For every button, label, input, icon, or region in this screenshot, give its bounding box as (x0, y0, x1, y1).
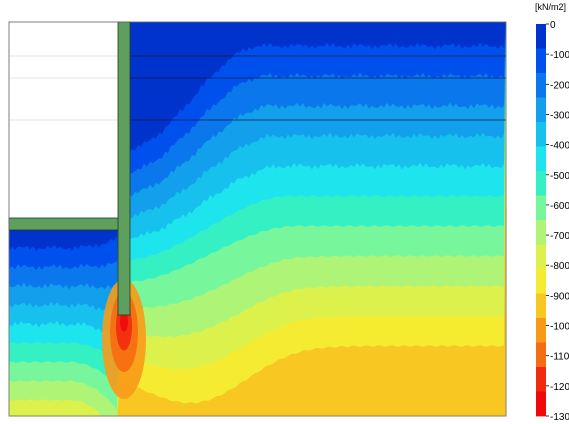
colorbar-swatch (536, 171, 546, 196)
contour-bands (9, 22, 506, 416)
contour-band (9, 22, 506, 252)
strut-plate (8, 217, 120, 231)
colorbar-tick-label: -500 (550, 171, 569, 182)
colorbar-tick-label: -110 (550, 352, 569, 363)
colorbar-swatch (536, 318, 546, 343)
colorbar-tick-label: -800 (550, 261, 569, 272)
colorbar-tick-label: -700 (550, 231, 569, 242)
colorbar: [kN/m2] 0 -100 -200 -300 -400 -500 -600 -700 -80… (535, 2, 569, 423)
colorbar-tick-label: -600 (550, 201, 569, 212)
excavated-zone-lines (9, 55, 118, 121)
colorbar-swatch (536, 195, 546, 221)
colorbar-swatch (536, 24, 546, 49)
colorbar-tick-label: -130 (550, 412, 569, 423)
colorbar-swatch (536, 122, 546, 147)
colorbar-swatch (536, 73, 546, 98)
model-border (8, 21, 507, 417)
colorbar-swatch (536, 342, 546, 368)
colorbar-tick-label: -120 (550, 382, 569, 393)
colorbar-tick-label: -200 (550, 80, 569, 91)
colorbar-swatch (536, 220, 546, 245)
colorbar-swatch (536, 244, 546, 270)
colorbar-swatch (536, 293, 546, 319)
colorbar-swatch (536, 48, 546, 74)
colorbar-tick-label: 0 (550, 20, 556, 31)
colorbar-tick-label: -100 (550, 50, 569, 61)
colorbar-swatch (536, 367, 546, 392)
colorbar-swatch (536, 391, 546, 417)
colorbar-swatch (536, 97, 546, 123)
toe-stress-concentration (120, 311, 128, 332)
colorbar-tick-label: -400 (550, 141, 569, 152)
colorbar-tick-label: -100 (550, 322, 569, 333)
colorbar-tick-label: -900 (550, 291, 569, 302)
colorbar-tick-label: -300 (550, 110, 569, 121)
retaining-wall (117, 21, 131, 316)
colorbar-unit-label: [kN/m2] (535, 2, 566, 12)
colorbar-swatch (536, 269, 546, 294)
colorbar-swatch (536, 146, 546, 172)
